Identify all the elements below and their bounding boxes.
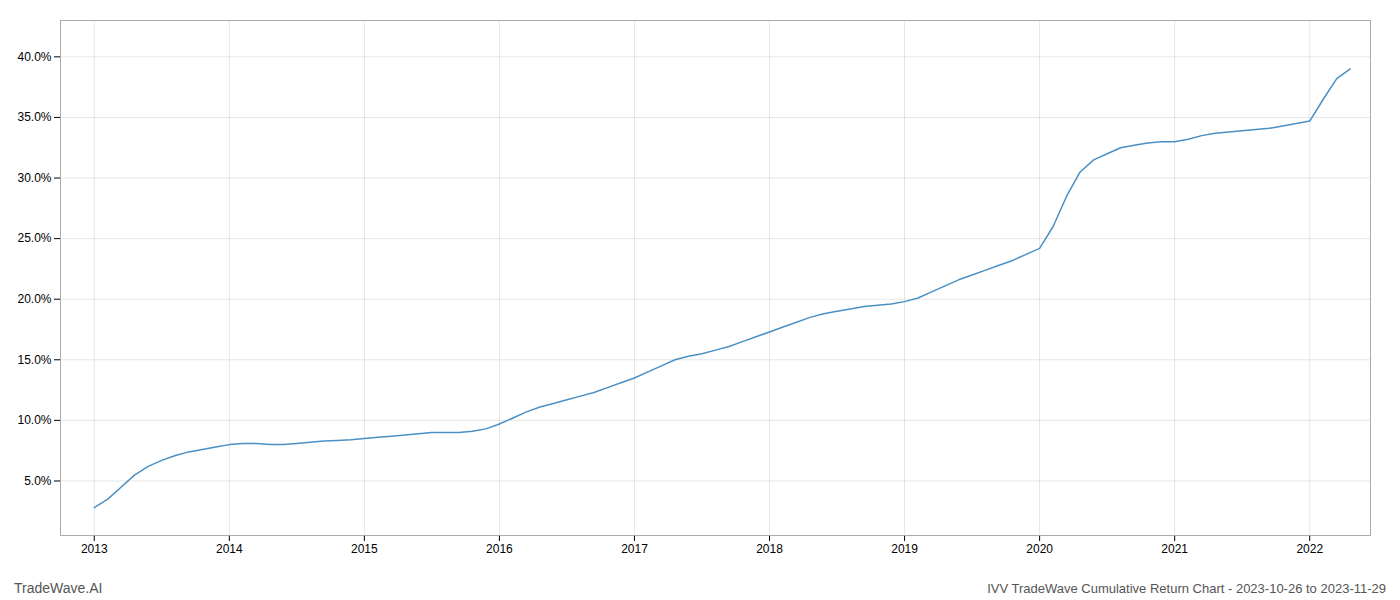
svg-text:2022: 2022 xyxy=(1296,542,1323,556)
svg-text:15.0%: 15.0% xyxy=(17,353,51,367)
svg-text:2017: 2017 xyxy=(621,542,648,556)
svg-text:35.0%: 35.0% xyxy=(17,110,51,124)
svg-text:2020: 2020 xyxy=(1026,542,1053,556)
svg-text:25.0%: 25.0% xyxy=(17,231,51,245)
html-text:TradeWave.AI: TradeWave.AI xyxy=(14,580,103,596)
svg-text:20.0%: 20.0% xyxy=(17,292,51,306)
svg-text:2014: 2014 xyxy=(216,542,243,556)
html-text:IVV TradeWave Cumulative Retur: IVV TradeWave Cumulative Return Chart - … xyxy=(987,581,1386,596)
svg-text:5.0%: 5.0% xyxy=(24,474,52,488)
svg-text:40.0%: 40.0% xyxy=(17,50,51,64)
svg-text:2013: 2013 xyxy=(81,542,108,556)
svg-text:2018: 2018 xyxy=(756,542,783,556)
svg-text:2016: 2016 xyxy=(486,542,513,556)
svg-text:2015: 2015 xyxy=(351,542,378,556)
svg-text:10.0%: 10.0% xyxy=(17,413,51,427)
svg-text:2021: 2021 xyxy=(1161,542,1188,556)
svg-text:30.0%: 30.0% xyxy=(17,171,51,185)
svg-text:2019: 2019 xyxy=(891,542,918,556)
